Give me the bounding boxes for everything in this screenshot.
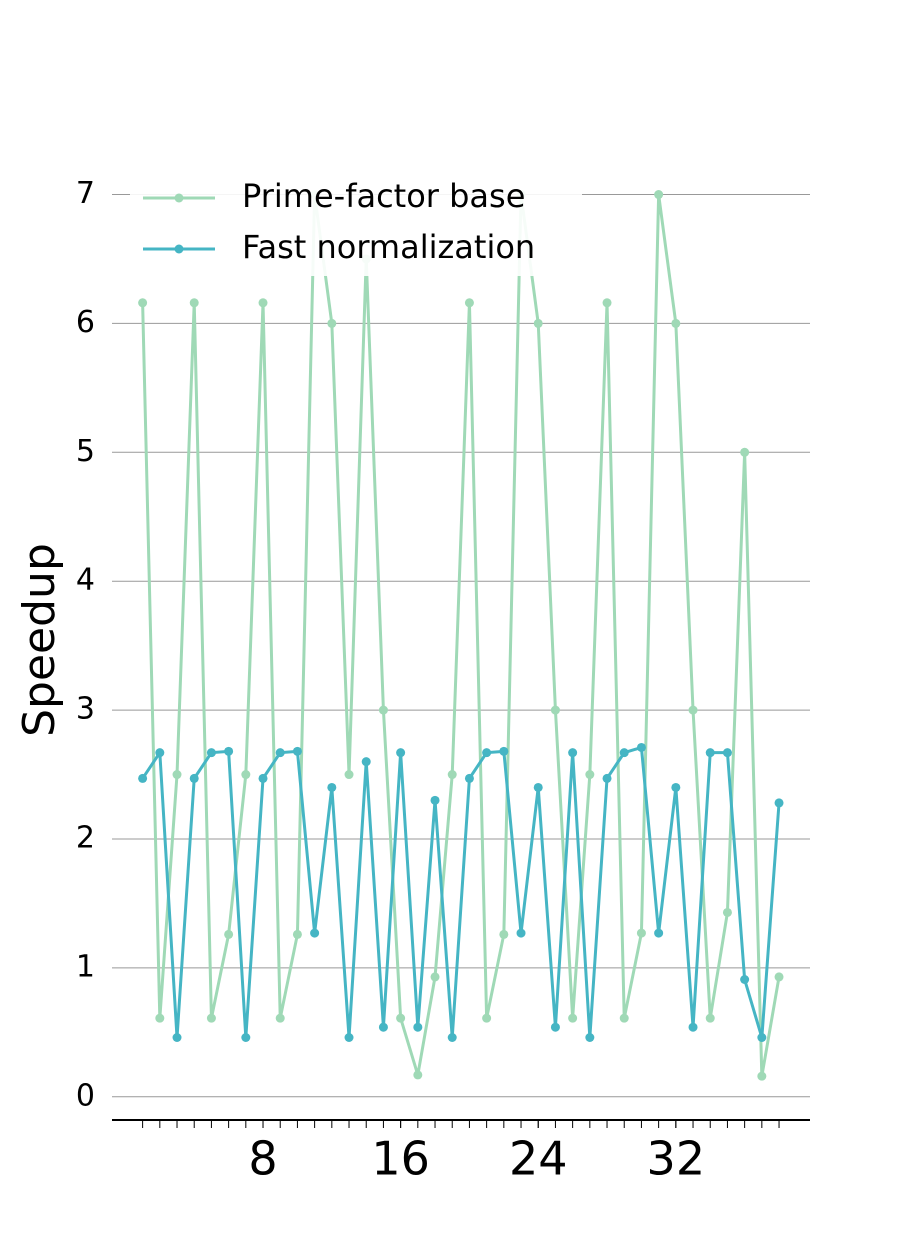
point: [275, 1013, 285, 1023]
point: [482, 1013, 492, 1023]
point: [722, 748, 732, 758]
point: [740, 975, 750, 985]
legend-box: [130, 172, 582, 276]
point: [430, 972, 440, 982]
point: [482, 748, 492, 758]
point: [774, 798, 784, 808]
point: [516, 928, 526, 938]
point: [654, 928, 664, 938]
point: [206, 1013, 216, 1023]
point: [636, 742, 646, 752]
point: [396, 1013, 406, 1023]
point: [138, 298, 148, 308]
point: [361, 757, 371, 767]
point: [499, 929, 509, 939]
point: [327, 782, 337, 792]
point: [258, 773, 268, 783]
point: [344, 1033, 354, 1043]
point: [292, 746, 302, 756]
point: [344, 770, 354, 780]
point: [568, 1013, 578, 1023]
legend: Prime-factor base Fast normalization: [130, 172, 582, 276]
point: [172, 770, 182, 780]
point: [464, 773, 474, 783]
point: [533, 318, 543, 328]
y-tick-label: 1: [76, 949, 95, 984]
point: [602, 773, 612, 783]
point: [757, 1071, 767, 1081]
point: [413, 1070, 423, 1080]
point: [138, 773, 148, 783]
point: [258, 298, 268, 308]
x-tick-label: 8: [248, 1132, 277, 1186]
point: [705, 1013, 715, 1023]
y-tick-label: 5: [76, 434, 95, 469]
point: [155, 1013, 165, 1023]
point: [619, 748, 629, 758]
point: [206, 748, 216, 758]
point: [155, 748, 165, 758]
legend-marker: [174, 244, 184, 254]
legend-label: Fast normalization: [242, 228, 535, 266]
point: [705, 748, 715, 758]
legend-marker: [174, 193, 184, 203]
y-tick-label: 4: [76, 563, 95, 598]
point: [310, 928, 320, 938]
point: [378, 705, 388, 715]
y-axis-label: Speedup: [14, 543, 65, 737]
x-tick-label: 24: [509, 1132, 568, 1186]
y-tick-label: 6: [76, 305, 95, 340]
point: [241, 770, 251, 780]
point: [292, 929, 302, 939]
point: [636, 928, 646, 938]
point: [224, 746, 234, 756]
point: [241, 1033, 251, 1043]
point: [585, 770, 595, 780]
point: [740, 447, 750, 457]
legend-label: Prime-factor base: [242, 177, 525, 215]
point: [396, 748, 406, 758]
point: [585, 1033, 595, 1043]
point: [671, 782, 681, 792]
point: [327, 318, 337, 328]
x-tick-label: 16: [371, 1132, 430, 1186]
point: [688, 1022, 698, 1032]
point: [568, 748, 578, 758]
point: [654, 190, 664, 200]
series-line: [141, 194, 781, 1077]
point: [602, 298, 612, 308]
y-tick-label: 2: [76, 821, 95, 856]
point: [757, 1033, 767, 1043]
series-line: [141, 745, 781, 1038]
point: [430, 795, 440, 805]
point: [378, 1022, 388, 1032]
point: [447, 770, 457, 780]
point: [447, 1033, 457, 1043]
point: [550, 1022, 560, 1032]
point: [413, 1022, 423, 1032]
point: [189, 773, 199, 783]
point: [224, 929, 234, 939]
x-tick-label: 32: [647, 1132, 706, 1186]
point: [275, 748, 285, 758]
point: [189, 298, 199, 308]
point: [688, 705, 698, 715]
point: [550, 705, 560, 715]
point: [499, 746, 509, 756]
point: [172, 1033, 182, 1043]
point: [464, 298, 474, 308]
point: [722, 907, 732, 917]
point: [619, 1013, 629, 1023]
point: [774, 972, 784, 982]
point: [533, 782, 543, 792]
y-tick-label: 3: [76, 692, 95, 727]
point: [671, 318, 681, 328]
y-tick-label: 7: [76, 176, 95, 211]
y-tick-label: 0: [76, 1078, 95, 1113]
